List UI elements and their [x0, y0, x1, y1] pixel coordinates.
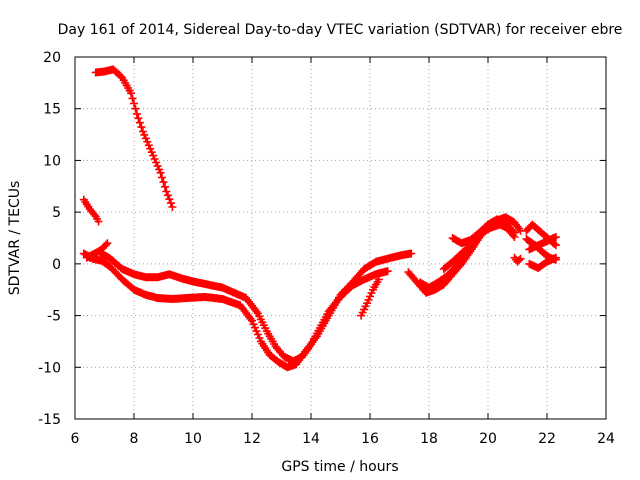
series-arc-8: [416, 220, 513, 292]
series-arc-14: [525, 253, 560, 272]
series-arc-3: [79, 249, 416, 372]
series-arc-9: [439, 216, 519, 273]
series-arc-6: [357, 275, 383, 320]
marker-trace: [79, 249, 416, 372]
y-tick-label: -5: [47, 309, 61, 325]
marker-trace: [525, 253, 560, 272]
plot-frame: [74, 56, 607, 420]
series-arc-11: [510, 253, 525, 266]
series-arc-10: [448, 213, 525, 248]
y-tick-label: -15: [38, 412, 61, 428]
marker-trace: [448, 213, 525, 248]
y-axis-label: SDTVAR / TECUs: [7, 181, 23, 296]
x-tick-label: 10: [184, 431, 202, 447]
y-tick-label: 0: [52, 257, 61, 273]
series-arc-2: [79, 195, 103, 226]
x-tick-label: 18: [420, 431, 438, 447]
marker-trace: [91, 65, 177, 211]
series-arc-15: [525, 233, 560, 254]
marker-trace: [525, 233, 560, 254]
marker-trace: [416, 220, 513, 292]
x-tick-label: 12: [243, 431, 261, 447]
x-tick-label: 22: [538, 431, 556, 447]
axis-ticks: 6 8 10 12 14 16 18 20 22 24 -15 -10 -5 0 5 10 15 20: [38, 50, 615, 447]
series-arc-1: [91, 65, 177, 211]
marker-trace: [357, 275, 383, 320]
marker-trace: [79, 195, 103, 226]
x-tick-label: 20: [479, 431, 497, 447]
marker-trace: [510, 253, 525, 266]
y-tick-label: 15: [43, 102, 61, 118]
y-tick-label: 20: [43, 50, 61, 66]
y-tick-label: 5: [52, 205, 61, 221]
marker-trace: [439, 216, 519, 273]
chart-title: Day 161 of 2014, Sidereal Day-to-day VTE…: [58, 22, 623, 38]
x-axis-label: GPS time / hours: [281, 459, 398, 475]
x-tick-label: 16: [361, 431, 379, 447]
series-arc-5: [85, 239, 112, 262]
x-tick-label: 6: [71, 431, 80, 447]
data-markers: [79, 65, 560, 372]
y-tick-label: -10: [38, 360, 61, 376]
x-tick-label: 14: [302, 431, 320, 447]
x-tick-label: 8: [130, 431, 139, 447]
x-tick-label: 24: [597, 431, 615, 447]
marker-trace: [85, 239, 112, 262]
y-tick-label: 10: [43, 153, 61, 169]
